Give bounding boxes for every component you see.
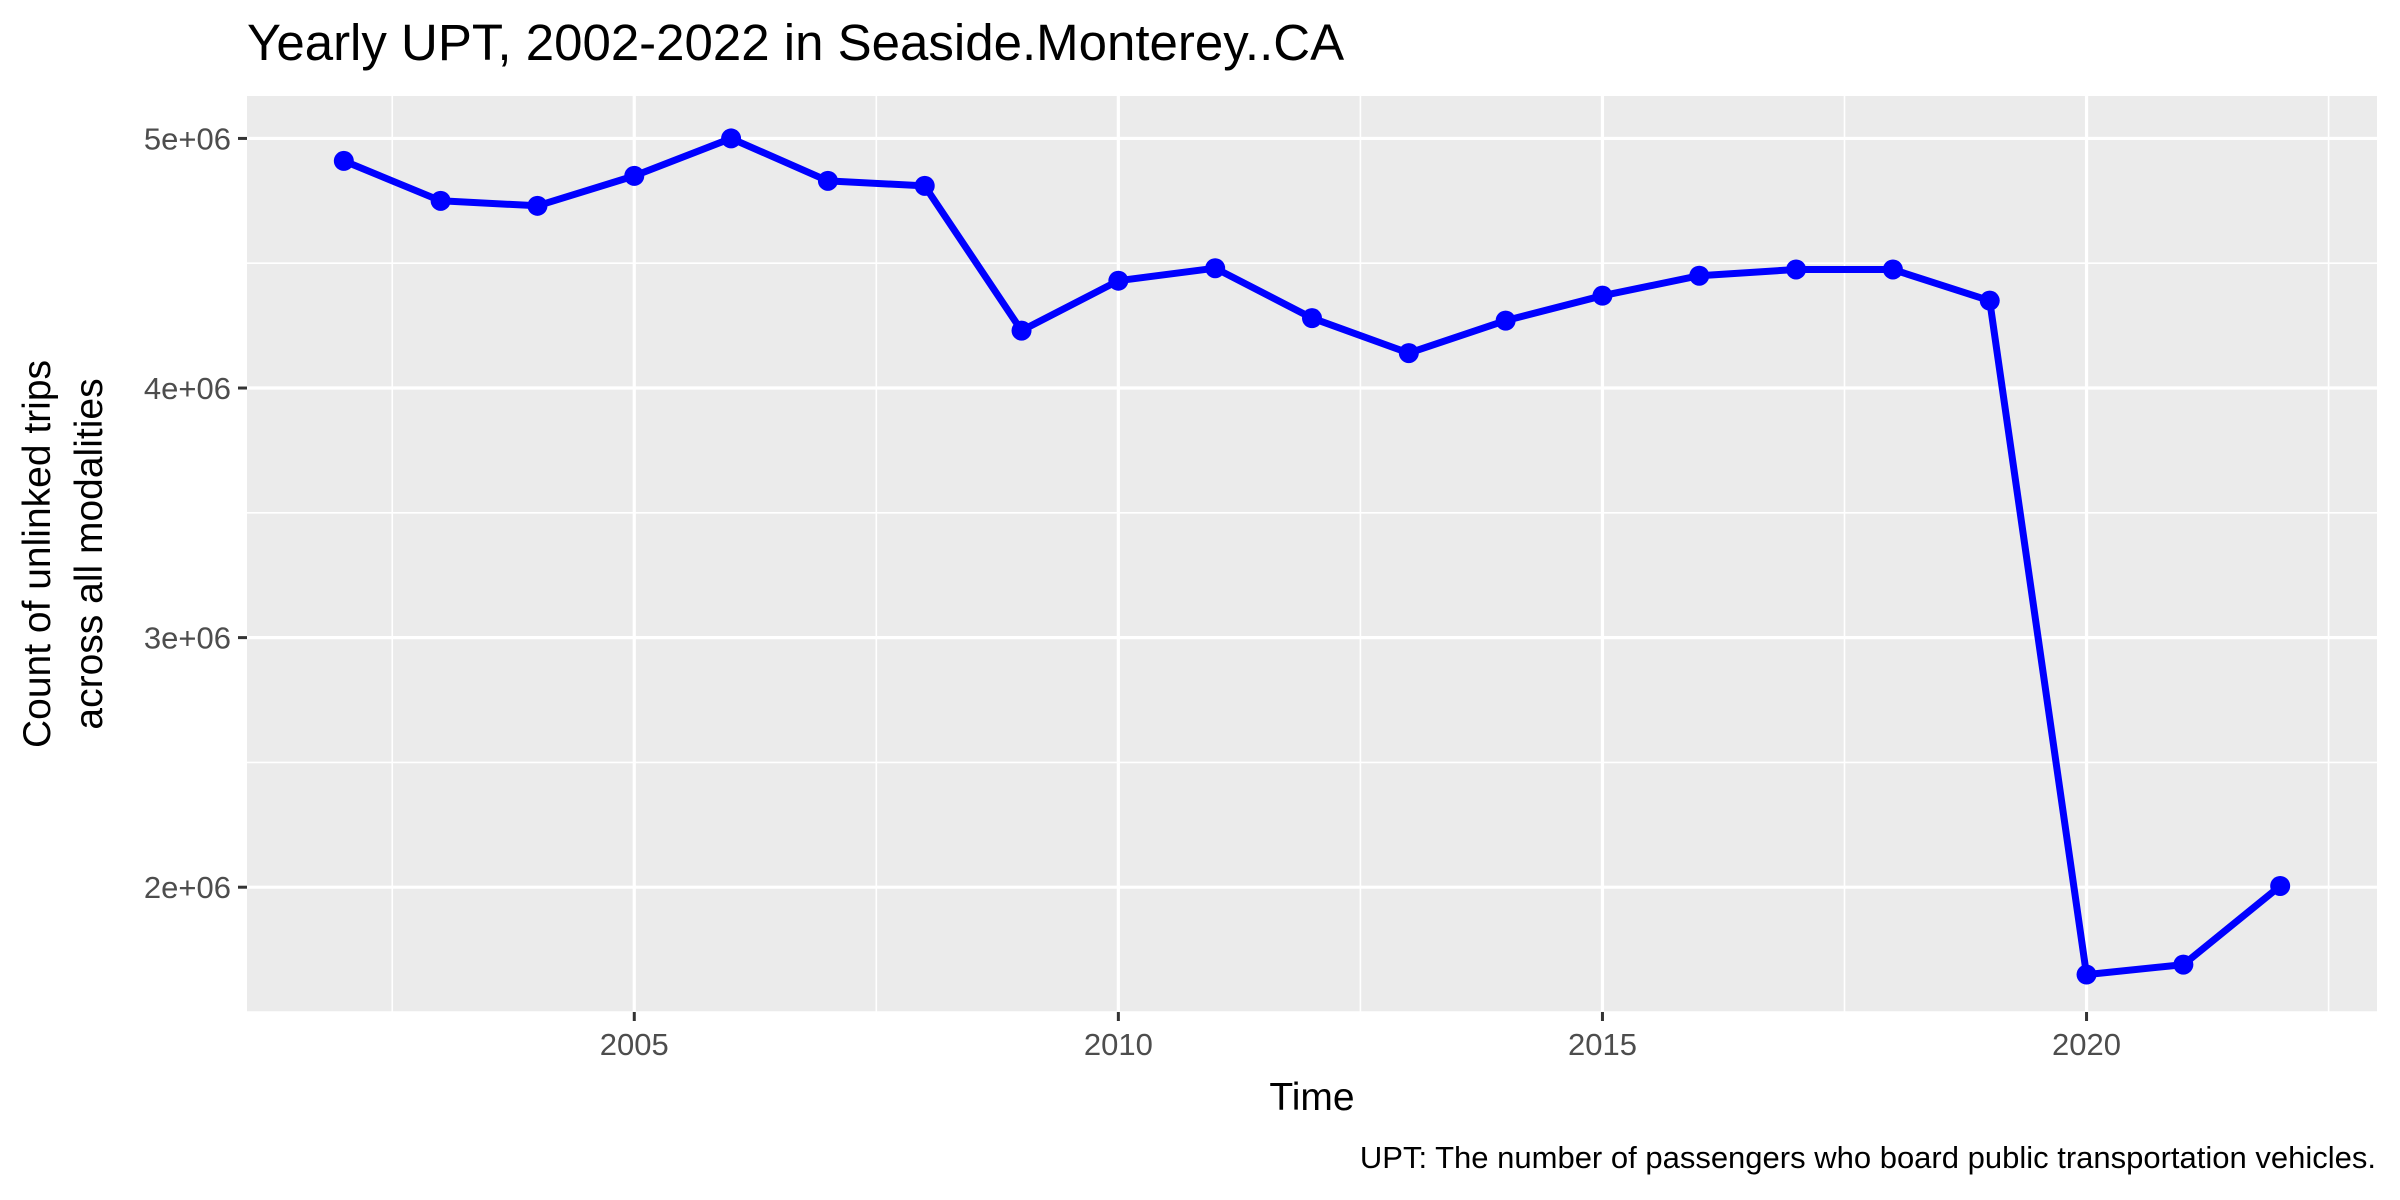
plot-panel (247, 96, 2377, 1012)
y-tick-label: 2e+06 (144, 870, 231, 905)
x-tick-label: 2020 (2052, 1027, 2121, 1062)
data-point (2173, 954, 2194, 975)
y-axis: 2e+06 3e+06 4e+06 5e+06 (144, 121, 247, 905)
y-axis-title-line-1: Count of unlinked trips (16, 360, 59, 748)
data-point (624, 165, 645, 186)
data-point (721, 128, 742, 149)
data-points (333, 128, 2291, 985)
data-point (2076, 964, 2097, 985)
data-point (1398, 343, 1419, 364)
y-tick-label: 5e+06 (144, 121, 231, 156)
x-tick-label: 2015 (1568, 1027, 1637, 1062)
data-point (1302, 308, 1322, 329)
data-point (1979, 290, 2000, 311)
data-point (333, 150, 354, 171)
data-point (1786, 259, 1807, 280)
data-point (914, 175, 935, 196)
data-point (1882, 259, 1903, 280)
x-axis: 2005 2010 2015 2020 (600, 1012, 2121, 1062)
data-point (817, 170, 838, 191)
data-point (527, 195, 548, 216)
data-point (1205, 258, 1226, 279)
chart-title: Yearly UPT, 2002-2022 in Seaside.Montere… (247, 14, 1344, 71)
gridlines (247, 96, 2377, 1013)
data-point (430, 190, 451, 211)
data-point (1495, 310, 1516, 331)
y-tick-label: 3e+06 (144, 621, 231, 656)
data-point (2270, 875, 2291, 896)
data-point (1689, 265, 1710, 286)
x-tick-label: 2005 (600, 1027, 669, 1062)
data-point (1011, 320, 1032, 341)
chart-caption: UPT: The number of passengers who board … (1360, 1140, 2376, 1175)
data-point (1108, 270, 1129, 291)
data-point (1592, 285, 1613, 306)
x-axis-title: Time (1269, 1076, 1354, 1119)
y-axis-title-line-2: across all modalities (68, 378, 111, 729)
x-tick-label: 2010 (1084, 1027, 1153, 1062)
y-tick-label: 4e+06 (144, 371, 231, 406)
